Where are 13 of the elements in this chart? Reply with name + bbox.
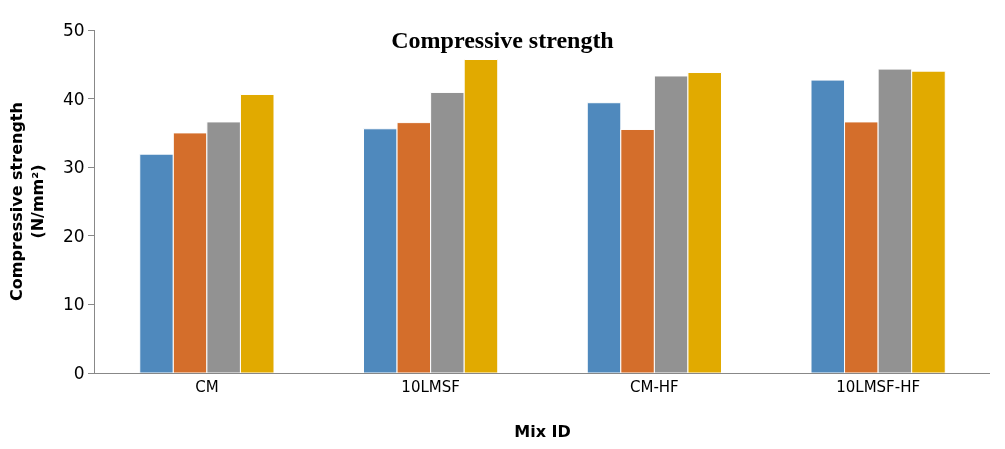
y-tick-label: 10 (62, 294, 85, 315)
x-axis-title: Mix ID (514, 421, 571, 441)
chart-title: Compressive strength (391, 27, 614, 54)
y-tick-label: 40 (62, 88, 85, 109)
x-tick-label: CM-HF (630, 378, 679, 396)
y-tick-label: 0 (73, 362, 85, 383)
y-axis-title: Compressive strength (N/mm²) (7, 102, 47, 301)
x-tick-label: 10LMSF-HF (836, 378, 921, 396)
y-tick-label: 20 (62, 225, 85, 246)
y-tick-label: 30 (62, 157, 85, 178)
y-tick-label: 50 (62, 19, 85, 40)
x-tick-label: CM (195, 378, 219, 396)
x-tick-label: 10LMSF (401, 378, 460, 396)
